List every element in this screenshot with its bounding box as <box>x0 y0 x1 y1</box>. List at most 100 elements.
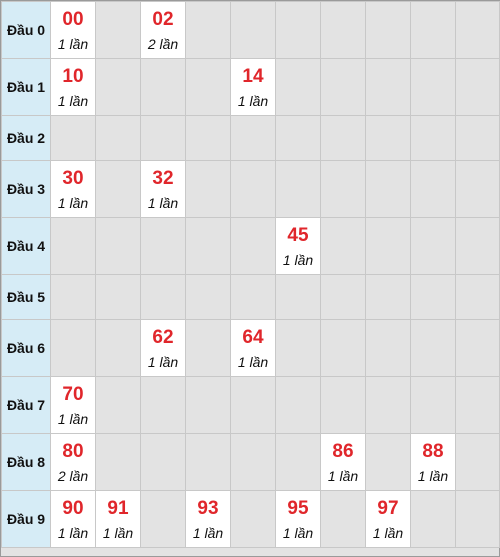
empty-cell <box>230 274 276 320</box>
empty-cell <box>365 58 411 116</box>
occurrence-count: 1 lần <box>237 93 269 109</box>
empty-cell <box>95 160 141 218</box>
empty-cell <box>140 433 186 491</box>
table-row: Đầu 7 70 1 lần <box>1 376 500 434</box>
number-cell: 80 2 lần <box>50 433 96 491</box>
empty-cell <box>185 274 231 320</box>
occurrence-count: 1 lần <box>372 525 404 541</box>
empty-cell <box>455 274 500 320</box>
empty-cell <box>230 490 276 548</box>
lottery-number: 02 <box>152 9 174 30</box>
lottery-number: 80 <box>62 441 84 462</box>
empty-cell <box>95 319 141 377</box>
empty-cell <box>185 115 231 161</box>
number-cell: 97 1 lần <box>365 490 411 548</box>
lottery-number: 14 <box>242 66 264 87</box>
empty-cell <box>230 217 276 275</box>
occurrence-count: 1 lần <box>57 93 89 109</box>
number-cell: 00 1 lần <box>50 1 96 59</box>
number-cell: 93 1 lần <box>185 490 231 548</box>
empty-cell <box>320 376 366 434</box>
number-cell: 64 1 lần <box>230 319 276 377</box>
lottery-number: 00 <box>62 9 84 30</box>
empty-cell <box>410 115 456 161</box>
lottery-number: 32 <box>152 168 174 189</box>
occurrence-count: 1 lần <box>282 525 314 541</box>
table-row: Đầu 4 45 1 lần <box>1 217 500 275</box>
empty-cell <box>365 376 411 434</box>
lottery-number: 90 <box>62 498 84 519</box>
empty-cell <box>320 319 366 377</box>
empty-cell <box>365 319 411 377</box>
empty-cell <box>140 490 186 548</box>
empty-cell <box>50 217 96 275</box>
empty-cell <box>95 376 141 434</box>
table-row: Đầu 9 90 1 lần 91 1 lần 93 1 lần 95 1 lần 97 1 lần <box>1 490 500 548</box>
empty-cell <box>320 1 366 59</box>
empty-cell <box>455 376 500 434</box>
empty-cell <box>365 433 411 491</box>
occurrence-count: 1 lần <box>237 354 269 370</box>
number-cell: 86 1 lần <box>320 433 366 491</box>
empty-cell <box>95 58 141 116</box>
empty-cell <box>455 160 500 218</box>
number-cell: 32 1 lần <box>140 160 186 218</box>
empty-cell <box>185 217 231 275</box>
empty-cell <box>275 115 321 161</box>
lottery-number: 97 <box>377 498 399 519</box>
occurrence-count: 1 lần <box>57 36 89 52</box>
occurrence-count: 1 lần <box>57 525 89 541</box>
lottery-number: 70 <box>62 384 84 405</box>
table-row: Đầu 0 00 1 lần 02 2 lần <box>1 1 500 59</box>
empty-cell <box>455 490 500 548</box>
empty-cell <box>365 217 411 275</box>
lottery-number: 10 <box>62 66 84 87</box>
empty-cell <box>410 376 456 434</box>
number-cell: 90 1 lần <box>50 490 96 548</box>
empty-cell <box>95 274 141 320</box>
occurrence-count: 1 lần <box>192 525 224 541</box>
number-cell: 91 1 lần <box>95 490 141 548</box>
occurrence-count: 1 lần <box>147 195 179 211</box>
lottery-number: 64 <box>242 327 264 348</box>
occurrence-count: 2 lần <box>147 36 179 52</box>
empty-cell <box>320 58 366 116</box>
occurrence-count: 1 lần <box>57 411 89 427</box>
number-cell: 95 1 lần <box>275 490 321 548</box>
table-row: Đầu 2 <box>1 115 500 161</box>
empty-cell <box>365 1 411 59</box>
empty-cell <box>410 217 456 275</box>
row-head-label: Đầu 6 <box>1 319 51 377</box>
empty-cell <box>410 58 456 116</box>
empty-cell <box>365 115 411 161</box>
empty-cell <box>455 319 500 377</box>
empty-cell <box>455 217 500 275</box>
empty-cell <box>365 274 411 320</box>
occurrence-count: 1 lần <box>57 195 89 211</box>
lottery-number: 45 <box>287 225 309 246</box>
row-head-label: Đầu 3 <box>1 160 51 218</box>
table-row: Đầu 8 80 2 lần 86 1 lần 88 1 lần <box>1 433 500 491</box>
empty-cell <box>320 274 366 320</box>
number-cell: 10 1 lần <box>50 58 96 116</box>
empty-cell <box>230 160 276 218</box>
lottery-number: 93 <box>197 498 219 519</box>
empty-cell <box>140 217 186 275</box>
empty-cell <box>140 376 186 434</box>
empty-cell <box>275 1 321 59</box>
empty-cell <box>230 115 276 161</box>
empty-cell <box>455 115 500 161</box>
empty-cell <box>50 115 96 161</box>
row-head-label: Đầu 0 <box>1 1 51 59</box>
empty-cell <box>320 160 366 218</box>
lottery-number: 88 <box>422 441 444 462</box>
empty-cell <box>410 274 456 320</box>
table-row: Đầu 6 62 1 lần 64 1 lần <box>1 319 500 377</box>
lottery-number: 95 <box>287 498 309 519</box>
number-cell: 02 2 lần <box>140 1 186 59</box>
empty-cell <box>185 58 231 116</box>
empty-cell <box>275 58 321 116</box>
